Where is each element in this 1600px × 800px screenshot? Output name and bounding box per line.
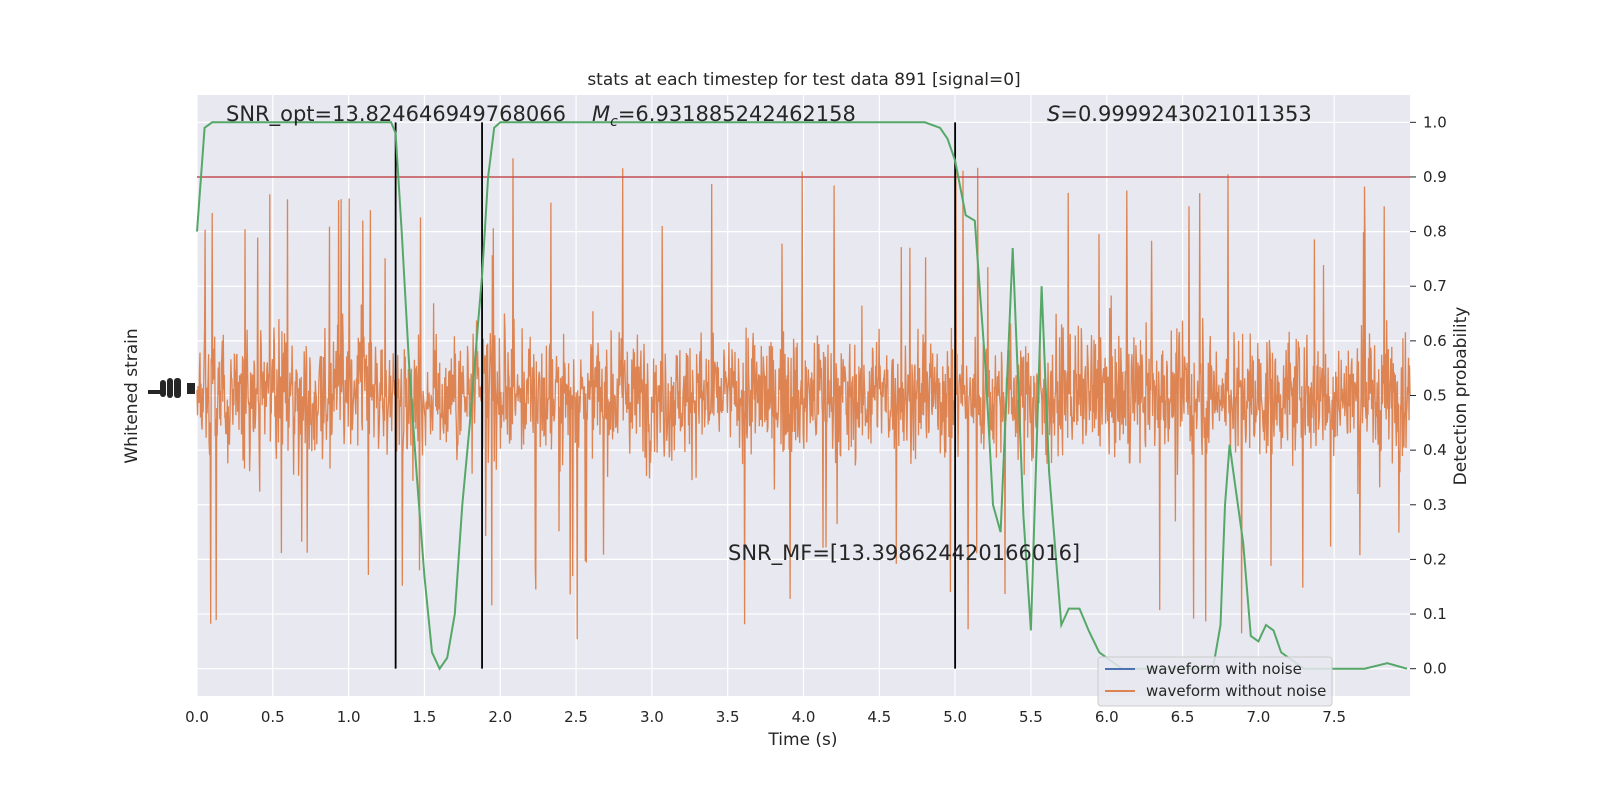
- x-tick-label: 2.5: [564, 708, 588, 726]
- x-tick-label: 4.0: [792, 708, 816, 726]
- event-markers: [394, 122, 957, 669]
- y-tick-label: 0.0: [1423, 660, 1447, 678]
- legend: waveform with noise waveform without noi…: [1097, 656, 1333, 707]
- y-tick-label: 0.9: [1423, 168, 1447, 186]
- legend-label-without-noise: waveform without noise: [1146, 682, 1326, 700]
- annotation-chirp-mass: Mc=6.931885242462158: [592, 102, 856, 130]
- y-tick-label: 1.0: [1423, 113, 1447, 131]
- x-tick-label: 5.5: [1019, 708, 1043, 726]
- s-value: =0.9999243021011353: [1060, 102, 1311, 126]
- x-tick-label: 3.0: [640, 708, 664, 726]
- y-tick-label: 0.3: [1423, 496, 1447, 514]
- annotation-s: S=0.9999243021011353: [1047, 102, 1312, 126]
- x-axis-ticks: 0.0 0.5 1.0 1.5 2.0 2.5 3.0 3.5 4.0 4.5 5.0 5.5 6.0 6…: [185, 708, 1346, 726]
- detection-probability-curve: [196, 121, 1408, 671]
- y-tick-label: 0.7: [1423, 277, 1447, 295]
- strain-waveform-without-noise: [196, 158, 1411, 640]
- strain-trace: [196, 158, 1411, 640]
- probability-line: [196, 121, 1408, 671]
- chirp-mass-value: =6.931885242462158: [618, 102, 856, 126]
- chart-title: stats at each timestep for test data 891…: [587, 70, 1020, 90]
- y-tick-label: 0.4: [1423, 441, 1447, 459]
- s-symbol: S: [1047, 102, 1060, 126]
- x-tick-label: 4.5: [867, 708, 891, 726]
- annotation-snr-mf: SNR_MF=[13.398624420166016]: [728, 541, 1080, 566]
- y-right-axis-ticks: 0.0 0.1 0.2 0.3 0.4 0.5 0.6 0.7 0.8 0.9 1.0: [1410, 113, 1447, 678]
- y-tick-label: 0.2: [1423, 550, 1447, 568]
- y-tick-label: 0.8: [1423, 223, 1447, 241]
- y-right-axis-label: Detection probability: [1451, 307, 1471, 486]
- y-left-overlapping-ticks: [148, 378, 195, 398]
- y-tick-label: 0.6: [1423, 332, 1447, 350]
- x-tick-label: 5.0: [943, 708, 967, 726]
- x-tick-label: 0.5: [261, 708, 285, 726]
- x-axis-label: Time (s): [767, 730, 837, 750]
- x-tick-label: 1.0: [337, 708, 361, 726]
- chirp-mass-symbol: M: [592, 102, 610, 126]
- x-tick-label: 2.0: [488, 708, 512, 726]
- annotation-snr-opt: SNR_opt=13.824646949768066: [226, 102, 566, 127]
- x-tick-label: 6.5: [1171, 708, 1195, 726]
- x-tick-label: 3.5: [716, 708, 740, 726]
- x-tick-label: 1.5: [413, 708, 437, 726]
- y-tick-label: 0.5: [1423, 387, 1447, 405]
- legend-box: [1097, 656, 1333, 707]
- y-left-axis-label: Whitened strain: [122, 328, 142, 463]
- legend-label-with-noise: waveform with noise: [1146, 660, 1302, 678]
- y-tick-label: 0.1: [1423, 605, 1447, 623]
- chirp-mass-subscript: c: [610, 114, 618, 130]
- x-tick-label: 7.5: [1322, 708, 1346, 726]
- x-tick-label: 7.0: [1246, 708, 1270, 726]
- x-tick-label: 6.0: [1095, 708, 1119, 726]
- x-tick-label: 0.0: [185, 708, 209, 726]
